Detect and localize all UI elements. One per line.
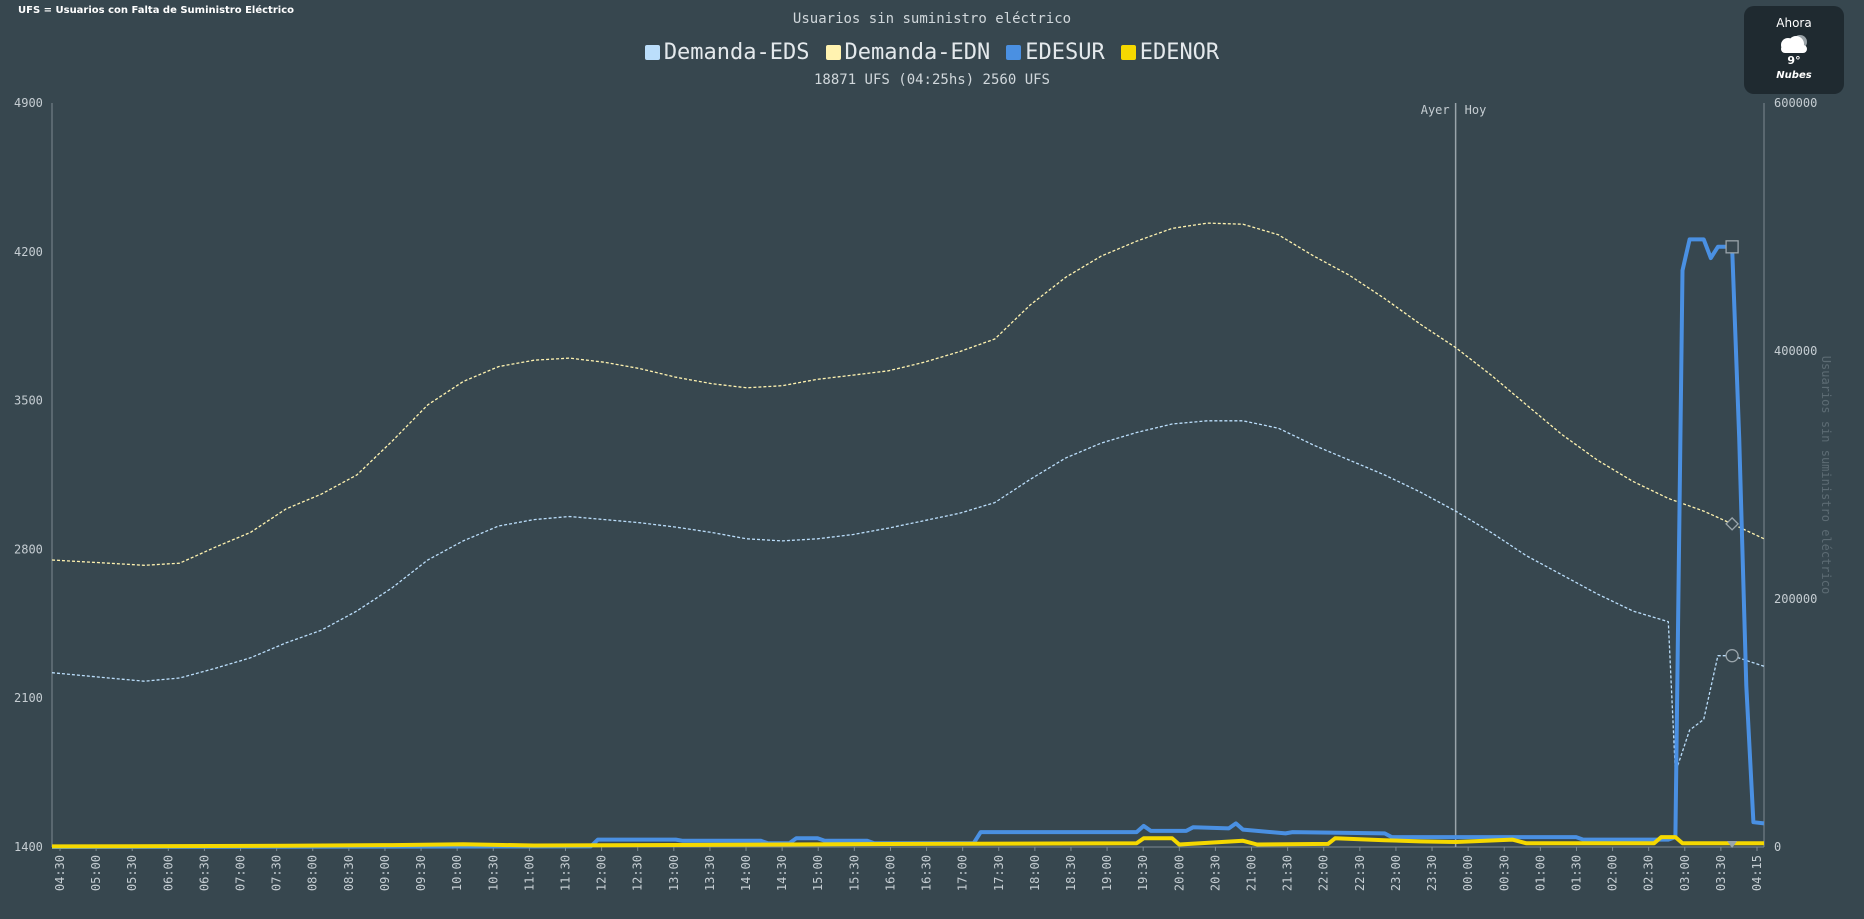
legend-label-edenor: EDENOR (1139, 40, 1220, 65)
legend-item-edenor[interactable]: EDENOR (1120, 40, 1220, 65)
right-axis-title: Usuarios sin suministro eléctrico (1819, 356, 1833, 594)
x-tick-label: 06:30 (197, 855, 211, 891)
x-tick-label: 04:30 (53, 855, 67, 891)
x-tick-label: 20:00 (1172, 855, 1186, 891)
x-tick-label: 21:30 (1281, 855, 1295, 891)
ufs-definition-note: UFS = Usuarios con Falta de Suministro E… (18, 5, 294, 16)
x-tick-label: 12:00 (595, 855, 609, 891)
left-tick-label: 4900 (14, 96, 43, 110)
left-tick-label: 2800 (14, 542, 43, 556)
x-tick-label: 02:30 (1642, 855, 1656, 891)
legend-item-demanda-edn[interactable]: Demanda-EDN (825, 40, 991, 65)
x-tick-label: 01:30 (1569, 855, 1583, 891)
x-tick-label: 01:00 (1533, 855, 1547, 891)
legend-swatch-edesur (1006, 45, 1022, 60)
right-tick-label: 600000 (1774, 96, 1817, 110)
x-tick-label: 19:30 (1136, 855, 1150, 891)
left-tick-label: 4200 (14, 245, 43, 259)
x-tick-label: 04:15 (1750, 855, 1764, 891)
x-tick-label: 18:30 (1064, 855, 1078, 891)
edesur-current-marker (1725, 240, 1739, 254)
x-tick-label: 21:00 (1245, 855, 1259, 891)
demanda-edn-current-marker (1725, 516, 1740, 531)
x-tick-label: 00:30 (1497, 855, 1511, 891)
day-label-hoy: Hoy (1465, 103, 1487, 117)
x-tick-label: 16:00 (883, 855, 897, 891)
demanda-eds-current-marker (1725, 649, 1739, 663)
x-tick-label: 14:00 (739, 855, 753, 891)
chart-title: Usuarios sin suministro eléctrico (792, 11, 1072, 27)
x-tick-label: 00:00 (1461, 855, 1475, 891)
chart-legend: Demanda-EDS Demanda-EDN EDESUR EDENOR (0, 40, 1864, 65)
legend-label-demanda-edn: Demanda-EDN (844, 40, 991, 65)
legend-item-edesur[interactable]: EDESUR (1006, 40, 1105, 65)
series-line-edenor (51, 835, 1764, 849)
x-tick-label: 08:00 (306, 855, 320, 891)
x-tick-label: 06:00 (161, 855, 175, 891)
series-line-demanda-edn (51, 222, 1765, 566)
cloud-icon (1781, 35, 1807, 53)
x-tick-label: 15:30 (847, 855, 861, 891)
x-tick-label: 18:00 (1028, 855, 1042, 891)
x-tick-label: 05:00 (89, 855, 103, 891)
edenor-current-marker (1727, 841, 1738, 848)
legend-item-demanda-eds[interactable]: Demanda-EDS (644, 40, 810, 65)
x-tick-label: 13:30 (703, 855, 717, 891)
x-tick-label: 05:30 (125, 855, 139, 891)
weather-description: Nubes (1776, 70, 1812, 81)
weather-temperature: 9° (1787, 54, 1801, 67)
legend-swatch-edenor (1120, 45, 1136, 60)
x-tick-label: 23:00 (1389, 855, 1403, 891)
x-tick-label: 10:30 (486, 855, 500, 891)
x-tick-label: 02:00 (1606, 855, 1620, 891)
x-tick-label: 19:00 (1100, 855, 1114, 891)
x-tick-label: 10:00 (450, 855, 464, 891)
x-tick-label: 14:30 (775, 855, 789, 891)
chart-subtitle: 18871 UFS (04:25hs) 2560 UFS (813, 72, 1050, 88)
weather-label: Ahora (1776, 16, 1812, 30)
right-tick-label: 0 (1774, 840, 1781, 854)
x-tick-label: 08:30 (342, 855, 356, 891)
x-tick-label: 13:00 (667, 855, 681, 891)
x-tick-label: 12:30 (631, 855, 645, 891)
legend-label-demanda-eds: Demanda-EDS (663, 40, 810, 65)
x-tick-label: 09:30 (414, 855, 428, 891)
x-tick-label: 17:30 (992, 855, 1006, 891)
x-tick-label: 22:30 (1353, 855, 1367, 891)
weather-widget[interactable]: Ahora 9° Nubes (1744, 6, 1844, 94)
x-tick-label: 17:00 (956, 855, 970, 891)
series-line-demanda-eds (51, 420, 1765, 774)
day-label-ayer: Ayer (1421, 103, 1450, 117)
x-tick-label: 20:30 (1208, 855, 1222, 891)
legend-label-edesur: EDESUR (1025, 40, 1105, 65)
legend-swatch-demanda-eds (644, 45, 660, 60)
x-tick-label: 09:00 (378, 855, 392, 891)
right-tick-label: 400000 (1774, 344, 1817, 358)
left-tick-label: 2100 (14, 691, 43, 705)
x-tick-label: 03:00 (1678, 855, 1692, 891)
left-tick-label: 3500 (14, 394, 43, 408)
left-tick-label: 1400 (14, 840, 43, 854)
x-tick-label: 15:00 (811, 855, 825, 891)
x-tick-label: 07:30 (270, 855, 284, 891)
right-tick-label: 200000 (1774, 592, 1817, 606)
x-tick-label: 11:00 (522, 855, 536, 891)
legend-swatch-demanda-edn (825, 45, 841, 60)
x-tick-label: 07:00 (234, 855, 248, 891)
x-tick-label: 22:00 (1317, 855, 1331, 891)
x-tick-label: 03:30 (1714, 855, 1728, 891)
x-tick-label: 16:30 (920, 855, 934, 891)
x-tick-label: 11:30 (558, 855, 572, 891)
x-tick-label: 23:30 (1425, 855, 1439, 891)
